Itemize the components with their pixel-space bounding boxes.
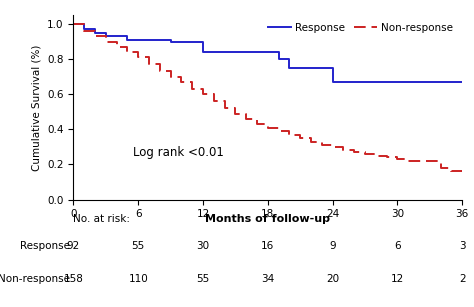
Text: 55: 55 (196, 274, 210, 284)
Line: Response: Response (73, 24, 462, 82)
Non-response (157, 70, 163, 73)
Text: 12: 12 (391, 274, 404, 284)
Response (168, 40, 173, 44)
Non-response (200, 92, 206, 96)
Non-response (427, 159, 433, 163)
Text: 6: 6 (394, 241, 401, 251)
Response (330, 66, 336, 70)
Response (103, 35, 109, 38)
Text: 16: 16 (261, 241, 274, 251)
Response (82, 22, 87, 26)
Text: 34: 34 (261, 274, 274, 284)
Text: Non-response: Non-response (0, 274, 70, 284)
Response (276, 57, 282, 61)
Non-response (459, 171, 465, 175)
Response (82, 28, 87, 31)
Y-axis label: Cumulative Survival (%): Cumulative Survival (%) (32, 44, 42, 171)
Text: 3: 3 (459, 241, 465, 251)
Response (276, 50, 282, 54)
Text: No. at risk:: No. at risk: (73, 214, 130, 224)
Response (459, 80, 465, 84)
Text: Log rank <0.01: Log rank <0.01 (133, 146, 224, 159)
Text: 110: 110 (128, 274, 148, 284)
Response (287, 66, 292, 70)
Response (103, 31, 109, 35)
Response (125, 35, 130, 38)
Non-response (394, 157, 400, 161)
Text: 92: 92 (67, 241, 80, 251)
Response (92, 31, 98, 35)
Response (168, 38, 173, 42)
Text: 9: 9 (329, 241, 336, 251)
Response (330, 80, 336, 84)
Non-response (265, 126, 271, 130)
Response (459, 80, 465, 84)
Response (200, 50, 206, 54)
Text: 30: 30 (196, 241, 210, 251)
Response (222, 50, 228, 54)
Response (71, 22, 76, 26)
Non-response (71, 22, 76, 26)
Line: Non-response: Non-response (73, 24, 462, 173)
Text: Months of follow-up: Months of follow-up (205, 214, 330, 224)
Text: 20: 20 (326, 274, 339, 284)
Response (92, 28, 98, 31)
Response (287, 57, 292, 61)
Legend: Response, Non-response: Response, Non-response (264, 19, 457, 37)
Text: 158: 158 (64, 274, 83, 284)
Response (222, 50, 228, 54)
Response (200, 40, 206, 44)
Non-response (405, 159, 411, 163)
Text: Response: Response (20, 241, 70, 251)
Text: 55: 55 (132, 241, 145, 251)
Response (125, 38, 130, 42)
Text: 2: 2 (459, 274, 465, 284)
